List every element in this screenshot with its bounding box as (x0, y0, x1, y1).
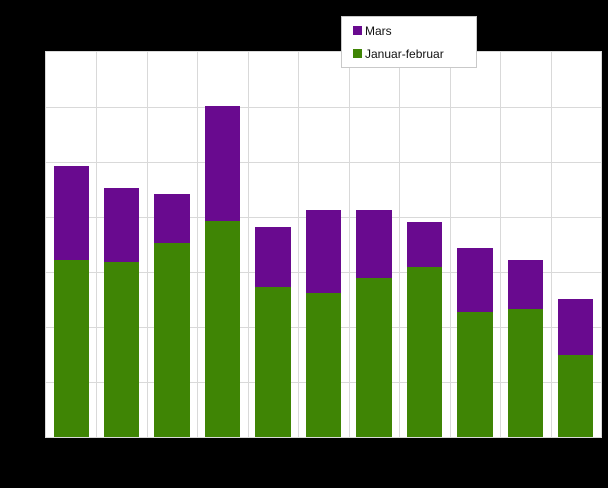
bar-group (154, 52, 190, 437)
legend-label-januar-februar: Januar-februar (365, 46, 444, 61)
gridline-vertical (197, 52, 199, 437)
bar-segment-januar-februar (406, 266, 443, 437)
bar-segment-januar-februar (255, 287, 291, 437)
gridline-vertical (247, 52, 249, 437)
bar-segment-mars (53, 166, 89, 261)
legend-label-mars: Mars (365, 23, 392, 38)
legend-swatch-januar-februar (353, 49, 362, 58)
bar-segment-januar-februar (154, 243, 190, 437)
legend: Mars Januar-februar (341, 16, 477, 68)
bar-segment-januar-februar (457, 311, 493, 437)
bar-segment-mars (104, 188, 140, 263)
bar-segment-januar-februar (53, 260, 89, 437)
gridline-vertical (399, 52, 401, 437)
bar-group (204, 52, 241, 437)
bar-segment-mars (204, 106, 241, 221)
bar-group (305, 52, 342, 437)
bar-segment-mars (356, 210, 392, 278)
bar-segment-januar-februar (558, 354, 594, 437)
gridline-vertical (298, 52, 300, 437)
gridline-vertical (348, 52, 350, 437)
bar-segment-mars (507, 259, 543, 310)
gridline-vertical (146, 52, 148, 437)
gridline-horizontal (46, 107, 601, 108)
bar-segment-mars (406, 221, 443, 267)
gridline-vertical (449, 52, 451, 437)
gridline-vertical (550, 52, 552, 437)
legend-swatch-mars (353, 26, 362, 35)
bar-group (558, 52, 594, 437)
bar-segment-januar-februar (104, 262, 140, 437)
bar-group (507, 52, 543, 437)
bar-segment-mars (255, 227, 291, 288)
bar-segment-mars (558, 298, 594, 355)
bar-segment-mars (457, 248, 493, 312)
gridline-horizontal (46, 162, 601, 163)
bar-segment-januar-februar (356, 277, 392, 437)
bar-group (457, 52, 493, 437)
bar-group (356, 52, 392, 437)
bar-group (104, 52, 140, 437)
legend-item-mars: Mars (342, 19, 476, 42)
bar-group (255, 52, 291, 437)
legend-item-januar-februar: Januar-februar (342, 42, 476, 65)
bar-group (406, 52, 443, 437)
gridline-vertical (500, 52, 502, 437)
bar-segment-januar-februar (305, 293, 342, 437)
bar-segment-mars (305, 210, 342, 294)
bar-segment-mars (154, 194, 190, 244)
bar-segment-januar-februar (507, 309, 543, 437)
gridline-vertical (96, 52, 98, 437)
bar-segment-januar-februar (204, 220, 241, 437)
bar-group (53, 52, 89, 437)
plot-area (45, 51, 602, 438)
